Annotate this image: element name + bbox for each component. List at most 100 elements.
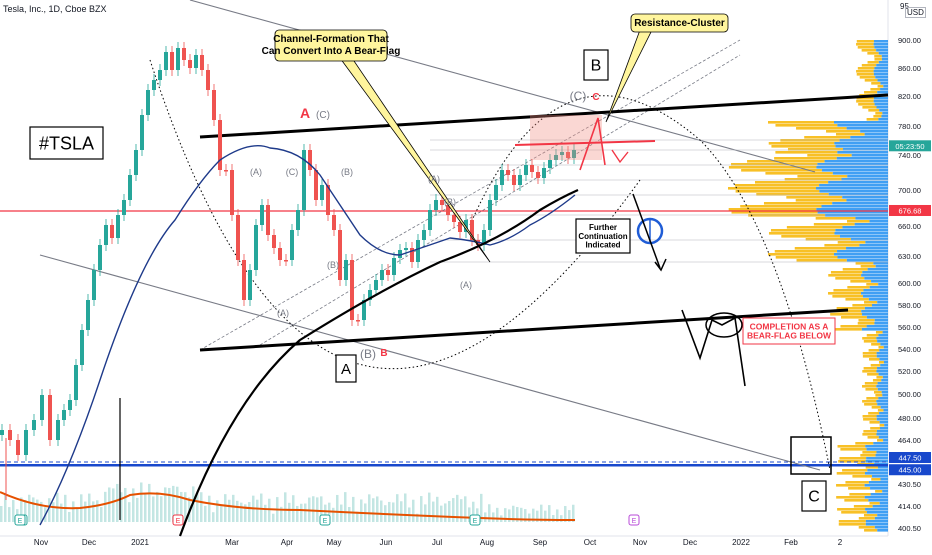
volume-bar (316, 497, 319, 522)
x-tick-label: Sep (533, 538, 548, 547)
volume-bar (568, 510, 571, 522)
y-tick-label: 900.00 (898, 36, 921, 45)
volume-bar (404, 493, 407, 522)
volume-profile-bar-down (850, 136, 888, 139)
volume-profile-bar-down (834, 253, 888, 256)
callout-resistance-cluster-text: Resistance-Cluster (634, 18, 725, 29)
volume-profile-bar-down (876, 433, 888, 436)
volume-bar (312, 496, 315, 522)
volume-profile-bar-up (862, 451, 877, 454)
volume-profile-bar-down (863, 289, 888, 292)
volume-profile-bar-down (882, 376, 888, 379)
volume-bar (28, 494, 31, 522)
price-marker-tag (889, 204, 931, 216)
volume-profile-bar-down (837, 124, 888, 127)
volume-profile-bar-up (864, 79, 878, 82)
volume-profile-bar-down (867, 268, 888, 271)
candle-body (332, 215, 336, 230)
volume-bar (92, 501, 95, 522)
continuation-note-box-text: Continuation (578, 232, 627, 241)
volume-profile-bar-down (873, 97, 888, 100)
volume-profile-bar-up (862, 352, 877, 355)
volume-bar (84, 501, 87, 522)
volume-bar (248, 502, 251, 522)
volume-profile-bar-down (877, 514, 888, 517)
bear-flag-ellipse (705, 312, 743, 338)
volume-profile-bar-down (876, 370, 888, 373)
completion-note-box-text: COMPLETION AS A (750, 321, 829, 331)
volume-profile-bar-down (874, 322, 888, 325)
volume-profile-bar-up (868, 109, 880, 112)
volume-profile-bar-down (877, 388, 888, 391)
candle-body (416, 240, 420, 262)
volume-profile-bar-up (768, 142, 835, 145)
volume-profile-bar-up (830, 271, 863, 274)
volume-profile-bar-up (863, 340, 878, 343)
candle-body (176, 48, 180, 70)
candle-body (404, 248, 408, 250)
candle-body (98, 245, 102, 270)
volume-profile-bar-up (863, 430, 877, 433)
earnings-marker (628, 514, 640, 526)
volume-bar (460, 499, 463, 522)
volume-profile-bar-up (841, 511, 867, 514)
candle-body (458, 222, 462, 232)
wave-label: (A) (460, 280, 472, 290)
volume-profile-bar-up (878, 346, 884, 349)
volume-profile-bar-down (875, 76, 888, 79)
volume-profile-bar-down (868, 499, 888, 502)
earnings-marker (14, 514, 26, 526)
volume-bar (320, 496, 323, 522)
candle-body (248, 270, 252, 300)
volume-profile-bar-up (728, 166, 817, 169)
volume-profile-bar-down (879, 358, 888, 361)
volume-profile-bar-up (870, 88, 881, 91)
volume-profile-bar-up (875, 331, 883, 334)
candle-body (24, 430, 28, 455)
volume-profile-bar-down (876, 415, 888, 418)
projection-path (579, 117, 606, 171)
volume-profile-bar-down (854, 223, 888, 226)
volume-profile-bar-up (863, 367, 878, 370)
volume-bar (152, 496, 155, 522)
volume-profile-bar-down (873, 100, 888, 103)
candle-body (158, 70, 162, 80)
wave-label: (B) (327, 260, 339, 270)
currency-badge[interactable]: USD (905, 7, 926, 18)
candle-body (536, 172, 540, 178)
volume-profile-bar-down (878, 283, 888, 286)
x-tick-label: 2022 (732, 538, 750, 547)
volume-profile-bar-up (874, 391, 882, 394)
volume-profile-bar-down (881, 58, 888, 61)
volume-profile-bar-down (879, 427, 888, 430)
candle-body (104, 225, 108, 245)
volume-bar (532, 508, 535, 522)
callout-channel-formation (274, 29, 388, 62)
volume-profile-bar-down (883, 361, 888, 364)
volume-bar (120, 492, 123, 522)
volume-profile-bar-up (807, 154, 852, 157)
volume-profile-bar-up (855, 262, 874, 265)
volume-profile-bar-up (862, 370, 877, 373)
volume-profile-bar-down (865, 523, 888, 526)
resistance-red-line (514, 140, 656, 146)
x-tick-label: May (326, 538, 341, 547)
candle-body (254, 225, 258, 270)
volume-bar (552, 515, 555, 522)
volume-bar (280, 506, 283, 522)
volume-profile-bar-down (866, 448, 888, 451)
volume-profile-bar-down (876, 352, 888, 355)
volume-bar (4, 493, 7, 522)
volume-profile-bar-up (826, 130, 861, 133)
volume-bar (184, 492, 187, 522)
volume-profile-bar-up (863, 418, 877, 421)
volume-profile-bar-down (881, 379, 888, 382)
volume-profile-bar-up (861, 64, 877, 67)
volume-profile-bar-up (855, 442, 874, 445)
volume-profile-bar-up (784, 178, 842, 181)
volume-profile-bar-down (867, 469, 888, 472)
volume-profile-bar-up (836, 133, 865, 136)
